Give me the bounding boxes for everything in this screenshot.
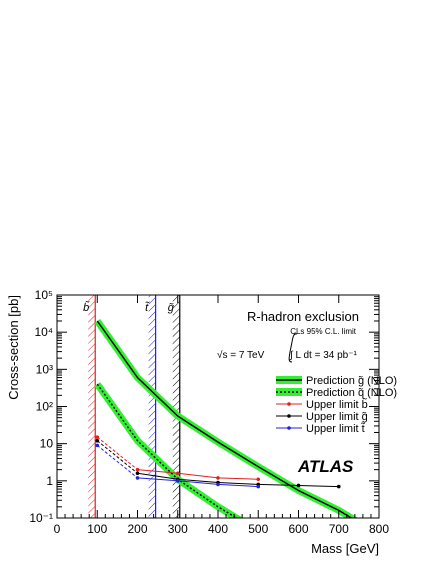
series-4-point-3 [216, 482, 220, 487]
series-line-dashed-2 [96, 436, 138, 470]
exclusion-hatch-0 [88, 295, 96, 518]
y-tick-label-3: 10² [36, 400, 53, 414]
luminosity-label: ∫ L dt = 34 pb⁻¹ [289, 350, 358, 361]
exclusion-hatch-2 [172, 295, 180, 518]
series-line-4 [137, 477, 259, 488]
exclusion-label-1: t̃ [145, 301, 150, 314]
series-2-point-4 [256, 477, 261, 482]
series-2-point-0 [95, 435, 100, 439]
series-3-point-0 [95, 438, 100, 443]
legend-swatch-point-4 [287, 426, 291, 430]
y-axis-title: Cross-section [pb] [6, 295, 21, 400]
series-2-point-3 [216, 476, 220, 480]
series-2-point-1 [135, 467, 140, 472]
legend-label-4: Upper limit t̃ [306, 422, 365, 435]
legend-label-3: Upper limit g̃ [306, 411, 368, 423]
y-tick-label-1: 1 [46, 474, 53, 488]
y-tick-label-0: 10⁻¹ [29, 511, 53, 525]
series-4-point-1 [135, 476, 140, 480]
series-3-point-6 [336, 484, 341, 489]
series-3-point-5 [296, 483, 301, 488]
series-line-0 [96, 320, 353, 518]
series-line-dashed-4 [96, 445, 138, 479]
legend-label-0: Prediction g̃ (NLO) [306, 375, 397, 387]
x-tick-label-7: 700 [329, 522, 349, 536]
series-line-dashed-3 [96, 440, 138, 474]
series-2-point-2 [175, 471, 180, 476]
y-tick-label-2: 10 [40, 437, 54, 451]
series-4-point-2 [175, 479, 180, 483]
y-tick-label-4: 10³ [36, 362, 53, 376]
x-tick-label-0: 0 [54, 522, 61, 536]
atlas-brand: ATLAS [297, 457, 354, 476]
exclusion-label-2: g̃ [168, 302, 175, 314]
energy-label: √s = 7 TeV [217, 349, 265, 361]
x-tick-label-5: 500 [248, 522, 268, 536]
series-line-1 [96, 383, 238, 518]
x-axis-title: Mass [GeV] [311, 541, 379, 556]
x-tick-label-6: 600 [288, 522, 308, 536]
y-tick-label-5: 10⁴ [34, 325, 53, 339]
exclusion-label-0: b̃ [83, 301, 89, 314]
y-tick-label-6: 10⁵ [35, 288, 53, 302]
series-line-2 [137, 469, 259, 480]
series-line-3 [137, 472, 339, 488]
legend-swatch-point-3 [287, 414, 291, 418]
integral-icon [288, 333, 298, 363]
x-tick-label-8: 800 [369, 522, 389, 536]
x-tick-label-2: 200 [127, 522, 147, 536]
exclusion-hatch-1 [148, 295, 156, 518]
series-3-point-1 [135, 471, 140, 476]
x-tick-label-4: 400 [208, 522, 228, 536]
x-tick-label-3: 300 [168, 522, 188, 536]
series-band-1 [94, 382, 244, 518]
x-tick-label-1: 100 [87, 522, 107, 536]
chart-title: R-hadron exclusion [247, 309, 359, 324]
legend-swatch-point-2 [287, 402, 291, 406]
chart-subtitle: CLs 95% C.L. limit [290, 327, 357, 336]
legend-label-1: Prediction q̃ (NLO) [306, 387, 397, 399]
series-4-point-0 [95, 443, 100, 448]
legend-label-2: Upper limit b̃ [306, 398, 368, 411]
series-4-point-4 [256, 484, 261, 489]
